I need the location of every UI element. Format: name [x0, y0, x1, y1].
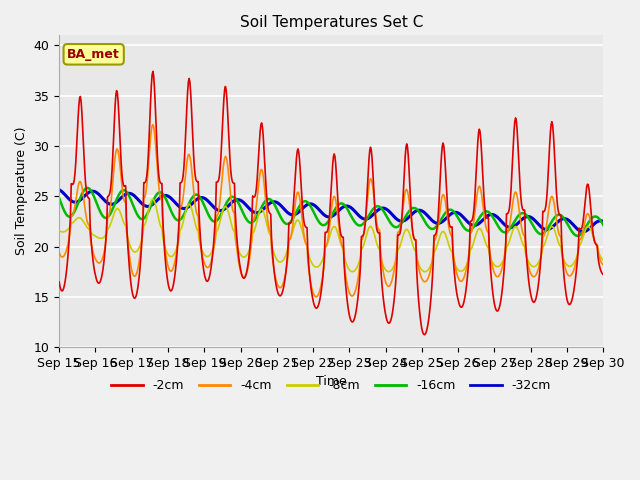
-32cm — [550, 223, 557, 229]
-16cm — [175, 217, 183, 223]
Line: -4cm: -4cm — [59, 125, 604, 297]
-32cm — [198, 195, 206, 201]
-16cm — [573, 233, 581, 239]
-2cm — [324, 228, 332, 234]
-32cm — [376, 206, 383, 212]
-8cm — [55, 228, 63, 233]
-32cm — [323, 214, 330, 219]
-8cm — [551, 228, 559, 234]
-16cm — [55, 195, 63, 201]
-2cm — [376, 256, 384, 262]
-8cm — [324, 241, 332, 247]
-16cm — [199, 199, 207, 205]
-8cm — [377, 256, 385, 262]
Line: -8cm: -8cm — [59, 199, 604, 272]
Line: -16cm: -16cm — [59, 188, 604, 236]
-2cm — [55, 279, 63, 285]
-8cm — [149, 196, 157, 202]
X-axis label: Time: Time — [316, 375, 347, 388]
-2cm — [149, 69, 157, 74]
-32cm — [429, 218, 437, 224]
-4cm — [324, 235, 332, 240]
-16cm — [376, 204, 384, 210]
-2cm — [199, 260, 207, 266]
-8cm — [600, 257, 607, 263]
Text: BA_met: BA_met — [67, 48, 120, 61]
-8cm — [349, 269, 356, 275]
-8cm — [199, 249, 207, 255]
-32cm — [579, 229, 587, 235]
Legend: -2cm, -4cm, -8cm, -16cm, -32cm: -2cm, -4cm, -8cm, -16cm, -32cm — [106, 374, 556, 397]
-2cm — [600, 272, 607, 277]
-4cm — [551, 205, 559, 211]
-4cm — [377, 252, 385, 258]
-32cm — [55, 187, 63, 192]
Title: Soil Temperatures Set C: Soil Temperatures Set C — [239, 15, 423, 30]
-16cm — [600, 222, 607, 228]
Line: -32cm: -32cm — [59, 190, 604, 232]
-4cm — [199, 255, 207, 261]
-16cm — [550, 215, 558, 221]
-8cm — [431, 248, 438, 254]
-4cm — [149, 122, 157, 128]
-8cm — [175, 235, 183, 240]
-2cm — [431, 232, 438, 238]
-32cm — [600, 218, 607, 224]
Y-axis label: Soil Temperature (C): Soil Temperature (C) — [15, 127, 28, 255]
-16cm — [83, 185, 91, 191]
-2cm — [420, 332, 428, 337]
-2cm — [551, 159, 559, 165]
-4cm — [175, 223, 183, 228]
Line: -2cm: -2cm — [59, 72, 604, 335]
-16cm — [324, 220, 332, 226]
-32cm — [175, 203, 182, 209]
-4cm — [55, 250, 63, 255]
-2cm — [175, 211, 183, 217]
-16cm — [430, 226, 438, 231]
-4cm — [431, 237, 438, 243]
-4cm — [312, 294, 320, 300]
-4cm — [600, 262, 607, 268]
